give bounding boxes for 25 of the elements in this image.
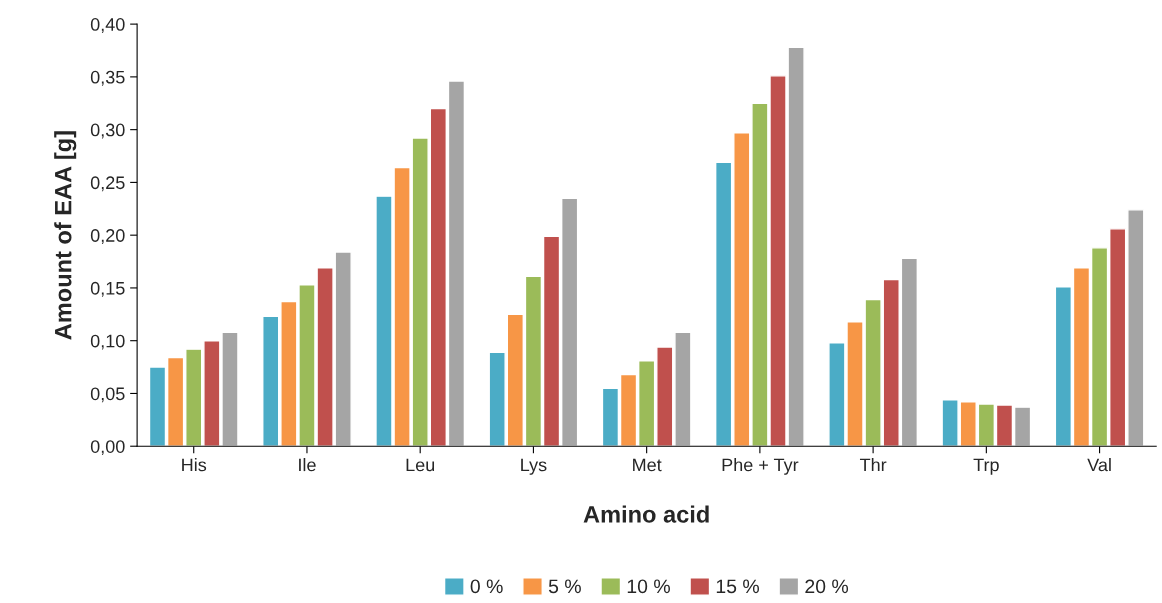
x-tick-label: Leu: [406, 458, 435, 472]
x-tick-label: His: [182, 458, 207, 472]
x-tick-label: Phe + Tyr: [722, 458, 799, 475]
x-axis-title: Amino acid: [583, 505, 709, 523]
x-tick-label: Ile: [299, 458, 316, 472]
y-tick-label: 0,25: [90, 176, 125, 192]
y-tick-label: 0,40: [90, 18, 125, 33]
legend-label: 10 %: [627, 579, 670, 594]
x-tick-label: Lys: [521, 458, 547, 475]
legend-label: 15 %: [716, 579, 759, 594]
y-tick-label: 0,35: [90, 70, 125, 86]
y-tick-label: 0,30: [90, 123, 125, 139]
y-tick-label: 0,10: [90, 334, 125, 350]
x-tick-label: Trp: [973, 458, 999, 475]
y-tick-label: 0,15: [90, 281, 125, 297]
y-axis-title: Amount of EAA [g]: [54, 131, 77, 340]
x-tick-label: Thr: [859, 458, 887, 472]
legend-label: 5 %: [548, 579, 581, 594]
x-tick-label: Met: [633, 458, 662, 472]
x-tick-label: Val: [1087, 458, 1111, 472]
y-tick-label: 0,00: [90, 440, 125, 456]
y-tick-label: 0,05: [90, 387, 125, 403]
y-tick-label: 0,20: [90, 229, 125, 245]
legend-label: 0 %: [470, 579, 503, 594]
legend-label: 20 %: [805, 579, 849, 594]
